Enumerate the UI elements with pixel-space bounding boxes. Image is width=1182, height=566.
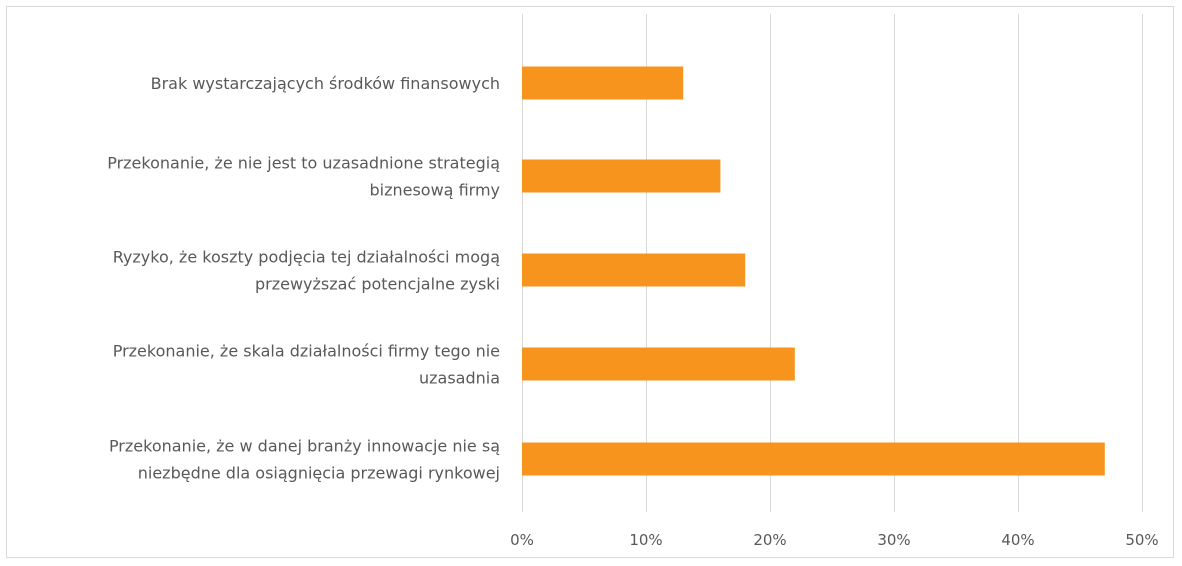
x-tick-label: 0% bbox=[510, 531, 534, 549]
category-labels: Brak wystarczających środków finansowych… bbox=[107, 74, 500, 483]
x-axis-tick-labels: 0% 10% 20% 30% 40% 50% bbox=[510, 531, 1159, 549]
x-tick-label: 40% bbox=[1001, 531, 1034, 549]
category-label: Przekonanie, że skala działalności firmy… bbox=[113, 342, 500, 361]
bar-0 bbox=[522, 66, 684, 100]
category-label: Brak wystarczających środków finansowych bbox=[151, 74, 500, 93]
category-label: Przekonanie, że nie jest to uzasadnione … bbox=[107, 154, 500, 173]
x-tick-label: 30% bbox=[877, 531, 910, 549]
category-label: przewyższać potencjalne zyski bbox=[255, 275, 500, 294]
category-label: Przekonanie, że w danej branży innowacje… bbox=[109, 437, 500, 456]
category-label: Ryzyko, że koszty podjęcia tej działalno… bbox=[113, 248, 500, 267]
bar-4 bbox=[522, 442, 1105, 476]
bars bbox=[522, 66, 1105, 476]
category-label: niezbędne dla osiągnięcia przewagi rynko… bbox=[138, 464, 500, 483]
bar-2 bbox=[522, 253, 746, 287]
bar-3 bbox=[522, 347, 795, 381]
x-tick-label: 50% bbox=[1125, 531, 1158, 549]
bar-1 bbox=[522, 159, 721, 193]
x-tick-label: 10% bbox=[629, 531, 662, 549]
category-label: biznesową firmy bbox=[369, 181, 500, 200]
x-tick-label: 20% bbox=[753, 531, 786, 549]
category-label: uzasadnia bbox=[419, 369, 500, 388]
